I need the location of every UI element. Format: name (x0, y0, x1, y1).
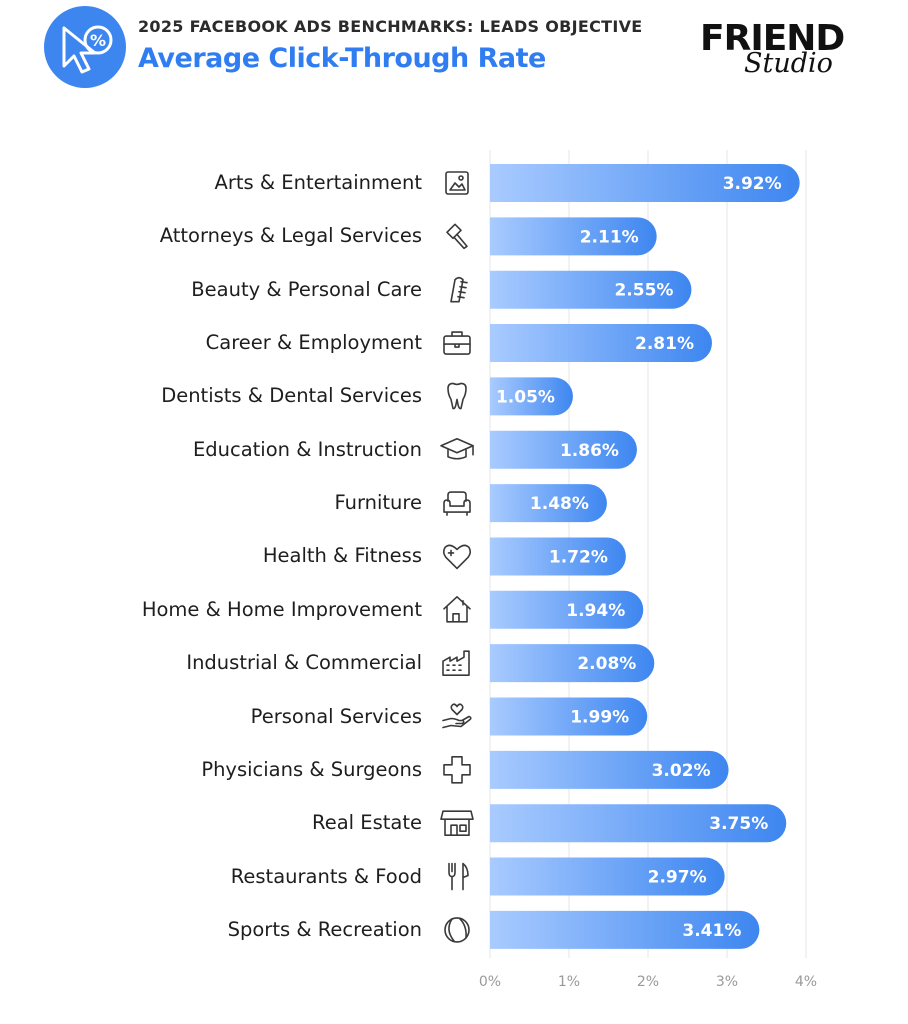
category-icons (440, 171, 474, 943)
bar (490, 377, 573, 416)
bar-value-label: 3.41% (682, 921, 741, 941)
bar (490, 217, 657, 256)
bar (490, 324, 712, 363)
bar-value-label: 3.02% (652, 761, 711, 781)
x-tick-label: 0% (478, 974, 502, 990)
category-label: Arts & Entertainment (214, 171, 422, 194)
category-label: Restaurants & Food (230, 864, 422, 888)
x-tick-label: 1% (557, 974, 581, 990)
bar (490, 857, 725, 896)
medical-cross-icon (443, 756, 471, 784)
fork-knife-icon (448, 862, 469, 891)
bar (490, 270, 692, 309)
bar (490, 644, 655, 683)
bar-value-label: 2.08% (577, 654, 636, 674)
hand-heart-icon (442, 703, 472, 729)
tooth-icon (447, 382, 467, 410)
category-label: Dentists & Dental Services (161, 384, 422, 408)
category-label: Beauty & Personal Care (191, 277, 422, 301)
x-tick-label: 2% (636, 974, 660, 990)
category-label: Home & Home Improvement (141, 597, 422, 621)
category-label: Industrial & Commercial (186, 651, 422, 675)
svg-text:%: % (90, 31, 106, 50)
bar-value-label: 2.97% (648, 868, 707, 888)
bar-value-label: 2.11% (580, 227, 639, 247)
cursor-percent-icon: % (62, 25, 113, 74)
category-label: Career & Employment (205, 331, 422, 355)
comb-icon (450, 276, 468, 303)
bar-value-label: 1.99% (570, 708, 629, 728)
bar-value-label: 3.92% (723, 174, 782, 194)
gavel-icon (446, 223, 468, 250)
category-label: Real Estate (312, 811, 422, 835)
bar-value-label: 1.48% (530, 494, 589, 514)
friend-studio-logo: FRIEND Studio (696, 14, 846, 84)
ball-icon (444, 917, 470, 943)
page-title: Average Click-Through Rate (138, 43, 546, 74)
header-kicker: 2025 FACEBOOK ADS BENCHMARKS: LEADS OBJE… (138, 17, 643, 36)
category-label: Furniture (334, 491, 422, 515)
factory-icon (442, 650, 470, 676)
bar-value-label: 3.75% (709, 814, 768, 834)
logo-script: Studio (744, 48, 833, 79)
bar (490, 697, 648, 736)
graduation-cap-icon (440, 437, 474, 460)
house-icon (443, 595, 471, 623)
x-tick-label: 4% (794, 974, 818, 990)
category-label: Education & Instruction (192, 437, 422, 461)
bar (490, 537, 626, 576)
category-label: Sports & Recreation (227, 917, 422, 941)
bar (490, 590, 644, 629)
x-tick-label: 3% (715, 974, 739, 990)
bar-value-label: 2.55% (614, 281, 673, 301)
picture-icon (445, 171, 469, 195)
logo-wordmark: FRIEND (700, 18, 845, 59)
bar (490, 804, 787, 843)
heart-plus-icon (442, 544, 472, 570)
bar (490, 750, 729, 789)
bar (490, 910, 760, 949)
armchair-icon (443, 491, 471, 516)
category-label: Personal Services (250, 704, 422, 728)
bars: 3.92% 2.11% 2.55% 2.81% 1.05% 1.86% 1.48% 1.72%… (490, 164, 800, 949)
header-badge: % (44, 6, 126, 88)
storefront-icon (440, 810, 474, 837)
bar-value-label: 1.94% (566, 601, 625, 621)
category-label: Health & Fitness (262, 544, 422, 568)
bar (490, 164, 800, 202)
bar-value-label: 1.72% (549, 547, 608, 567)
bar-value-label: 1.86% (560, 441, 619, 461)
briefcase-icon (443, 331, 471, 355)
category-label: Attorneys & Legal Services (159, 224, 422, 248)
bar-value-label: 1.05% (496, 387, 555, 407)
bar (490, 430, 637, 469)
bar (490, 484, 607, 523)
category-label: Physicians & Surgeons (201, 757, 422, 781)
bar-value-label: 2.81% (635, 334, 694, 354)
